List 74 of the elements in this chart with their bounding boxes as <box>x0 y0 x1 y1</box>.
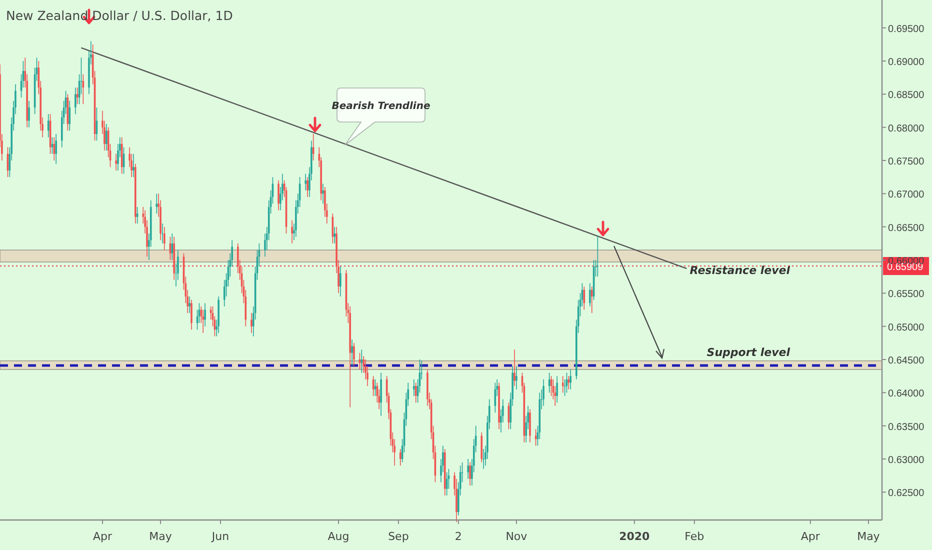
candlestick <box>115 153 117 171</box>
x-tick-label: Apr <box>800 530 820 543</box>
y-tick-label: 0.66500 <box>888 222 925 234</box>
candlestick <box>334 226 336 244</box>
candlestick <box>516 366 518 390</box>
y-tick-label: 0.68000 <box>888 123 925 134</box>
candlestick <box>542 378 544 406</box>
y-tick-label: 0.65000 <box>888 322 925 334</box>
candlestick <box>399 448 402 466</box>
candlestick <box>74 87 76 114</box>
candlestick <box>190 299 192 330</box>
candlestick <box>68 100 71 132</box>
candlestick <box>55 134 57 164</box>
candlestick <box>304 173 307 191</box>
candlestick <box>570 369 572 390</box>
candlestick <box>562 376 564 394</box>
y-tick-label: 0.67500 <box>888 156 925 168</box>
candlestick <box>482 448 484 470</box>
x-tick-label: May <box>149 530 172 543</box>
x-tick-label: Feb <box>684 530 704 543</box>
band-label: Resistance level <box>690 264 790 277</box>
candlestick <box>162 223 164 244</box>
candlestick <box>47 114 50 138</box>
text: New Zealand Dollar / U.S. Dollar, 1D <box>6 8 233 23</box>
candlestick <box>351 339 353 367</box>
band-label: Support level <box>706 346 790 359</box>
candlestick <box>322 183 324 204</box>
candlestick <box>291 220 293 244</box>
x-tick-label: 2020 <box>619 530 650 543</box>
candlestick <box>278 180 280 211</box>
y-tick-label: 0.63500 <box>888 422 925 433</box>
x-tick-label: Apr <box>93 530 113 543</box>
candlestick <box>413 378 415 396</box>
y-tick-label: 0.69000 <box>888 57 925 68</box>
candlestick <box>467 458 469 480</box>
candlestick <box>164 226 166 250</box>
x-tick-label: Aug <box>328 530 350 543</box>
candlestick <box>306 176 308 198</box>
y-tick-label: 0.67000 <box>888 190 925 201</box>
candlestick <box>556 376 558 403</box>
candlestick <box>250 312 252 334</box>
x-tick-label: May <box>857 530 880 543</box>
candlestick <box>340 266 342 297</box>
y-tick-label: 0.64000 <box>888 388 925 400</box>
candlestick <box>529 408 531 443</box>
candlestick <box>380 372 382 416</box>
candlestick <box>589 282 591 307</box>
annotation: Bearish Trendline <box>332 101 430 112</box>
candlestick <box>414 382 417 403</box>
x-tick-label: Sep <box>388 530 409 543</box>
y-tick-label: 0.69500 <box>888 24 925 35</box>
candlestick <box>105 124 108 151</box>
candlestick <box>204 302 206 327</box>
y-tick-label: 0.68500 <box>888 90 925 102</box>
candlestick <box>120 136 123 174</box>
candlestick <box>28 100 30 128</box>
x-tick-label: 2 <box>454 530 462 543</box>
candlestick <box>590 286 593 314</box>
candlestick <box>353 342 355 367</box>
y-tick-label: 0.64500 <box>888 355 925 366</box>
y-tick-label: 0.63000 <box>888 454 925 466</box>
candlestick <box>171 233 174 260</box>
candlestick <box>188 296 190 314</box>
candlestick <box>469 462 471 486</box>
candlestick <box>76 87 78 105</box>
candlestick <box>132 153 134 178</box>
y-tick-label: 0.65500 <box>888 289 925 300</box>
candlestick <box>583 286 586 310</box>
x-tick-label: Nov <box>506 530 528 543</box>
candlestick <box>514 349 516 386</box>
candlestick <box>202 309 204 334</box>
candlestick <box>480 432 483 463</box>
y-tick-label: 0.62500 <box>888 488 925 500</box>
x-tick-label: Jun <box>210 530 230 543</box>
